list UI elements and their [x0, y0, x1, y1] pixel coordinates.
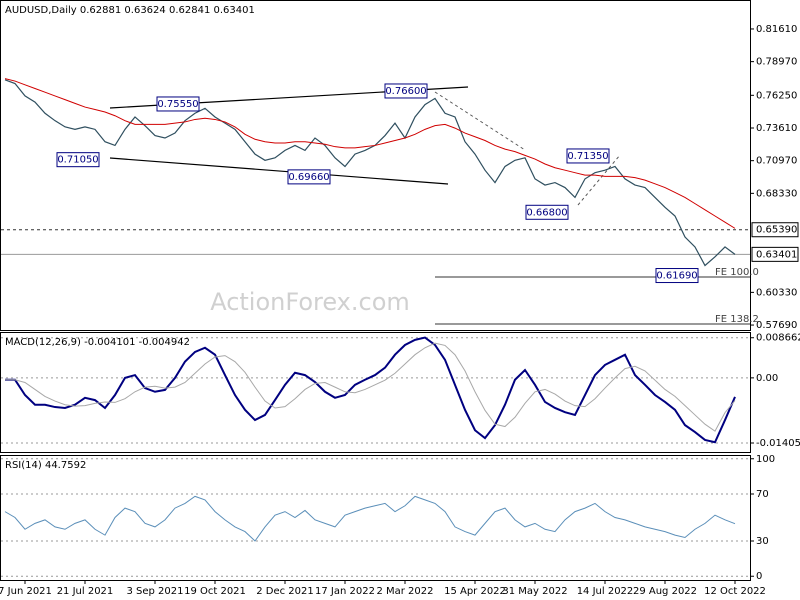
x-tick-label: 2 Dec 2021	[256, 586, 314, 597]
x-tick-label: 29 Aug 2022	[633, 586, 697, 597]
y-tick-label: 0.57690	[756, 320, 797, 331]
annotation-box	[156, 96, 200, 112]
y-tick-label: 30	[756, 536, 769, 547]
x-tick-label: 31 May 2022	[502, 586, 567, 597]
annotation-label: 0.61690	[656, 271, 697, 282]
x-tick-label: 21 Jul 2021	[57, 586, 114, 597]
panel-frame	[0, 455, 751, 581]
annotation-label: 0.66800	[526, 207, 567, 218]
annotation-box	[287, 169, 331, 185]
x-tick-label: 14 Jul 2022	[577, 586, 634, 597]
x-tick-label: 7 Jun 2021	[0, 586, 52, 597]
y-tick-label: 0.78970	[756, 57, 797, 68]
watermark: ActionForex.com	[210, 288, 410, 316]
x-tick-label: 12 Oct 2022	[704, 586, 766, 597]
series-line	[4, 78, 736, 229]
annotation-box	[566, 148, 610, 164]
level-box	[751, 246, 799, 262]
level-label: 0.63401	[756, 249, 797, 260]
level-label: 0.65390	[756, 225, 797, 236]
y-tick-label: 100	[756, 454, 775, 465]
y-tick-label: 0.68330	[756, 188, 797, 199]
annotation-box	[655, 268, 699, 284]
y-tick-label: 70	[756, 489, 769, 500]
series-line	[5, 336, 736, 444]
y-tick-label: 0.60330	[756, 287, 797, 298]
x-tick-label: 15 Apr 2022	[444, 586, 506, 597]
y-tick-label: 0.00	[756, 373, 778, 384]
series-line	[4, 79, 736, 267]
y-tick-label: -0.014055	[756, 438, 800, 449]
projection-line	[577, 154, 621, 206]
y-tick-label: 0.76250	[756, 90, 797, 101]
annotation-label: 0.71050	[57, 155, 98, 166]
panel-title: AUDUSD,Daily 0.62881 0.63624 0.62841 0.6…	[5, 5, 255, 16]
panel-frame	[0, 332, 751, 453]
y-tick-label: 0.81610	[756, 24, 797, 35]
panel-title: MACD(12,26,9) -0.004101 -0.004942	[5, 337, 190, 348]
x-tick-label: 17 Jan 2022	[315, 586, 375, 597]
fe-label: FE 138.2	[715, 314, 759, 325]
y-tick-label: 0.73610	[756, 123, 797, 134]
y-tick-label: 0	[756, 571, 762, 582]
panel-title: RSI(14) 44.7592	[5, 460, 86, 471]
annotation-label: 0.71350	[567, 151, 608, 162]
x-tick-label: 19 Oct 2021	[184, 586, 246, 597]
y-tick-label: 0.70970	[756, 156, 797, 167]
level-box	[751, 222, 799, 238]
annotation-box	[56, 152, 100, 168]
annotation-box	[525, 204, 569, 220]
series-line	[4, 495, 736, 542]
series-line	[5, 342, 736, 432]
annotation-label: 0.69660	[288, 172, 329, 183]
y-tick-label: 0.008662	[756, 333, 800, 344]
fe-label: FE 100.0	[715, 267, 759, 278]
lower-trendline	[109, 157, 449, 185]
x-tick-label: 3 Sep 2021	[126, 586, 183, 597]
annotation-box	[384, 83, 428, 99]
panel-frame	[0, 0, 751, 331]
x-tick-label: 2 Mar 2022	[376, 586, 433, 597]
annotation-label: 0.76600	[385, 86, 426, 97]
annotation-label: 0.75550	[157, 99, 198, 110]
